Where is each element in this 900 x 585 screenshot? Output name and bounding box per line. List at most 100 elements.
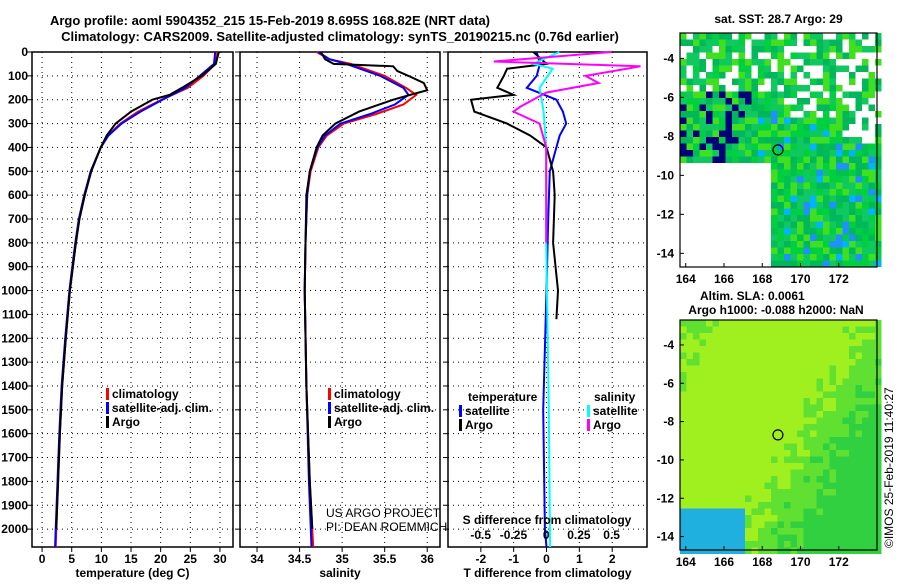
map-cell [868,247,875,254]
map-cell [784,443,791,450]
map-cell [738,111,745,118]
map-title: sat. SST: 28.7 Argo: 29 [714,12,843,26]
map-cell [875,130,882,137]
map-cell [823,365,830,372]
map-cell [725,130,732,137]
map-cell [732,91,739,98]
map-cell [823,247,830,254]
x-axis-label: T difference from climatology [463,566,631,580]
map-cell [764,391,771,398]
map-cell [836,430,843,437]
map-cell [693,346,700,353]
map-cell [855,385,862,392]
map-cell [875,202,882,209]
map-cell [816,482,823,489]
map-cell [693,72,700,79]
map-cell [810,260,817,267]
map-cell [823,195,830,202]
map-cell [842,352,849,359]
map-cell [738,137,745,144]
map-cell [868,326,875,333]
map-cell [680,124,687,131]
map-cell [758,456,765,463]
map-cell [790,143,797,150]
map-x-tick-label: 172 [829,555,849,569]
map-cell [725,39,732,46]
map-cell [855,333,862,340]
map-cell [836,182,843,189]
map-cell [680,39,687,46]
map-cell [797,124,804,131]
map-cell [777,476,784,483]
map-cell [862,143,869,150]
map-cell [829,359,836,366]
map-cell [790,456,797,463]
map-cell [816,528,823,535]
map-cell [693,130,700,137]
map-cell [764,541,771,548]
map-cell [764,450,771,457]
map-cell [738,508,745,515]
map-cell [842,195,849,202]
map-cell [745,150,752,157]
map-cell [855,241,862,248]
map-cell [771,163,778,170]
map-cell [758,111,765,118]
map-cell [777,163,784,170]
map-cell [732,320,739,327]
map-cell [777,150,784,157]
map-cell [738,156,745,163]
map-cell [699,39,706,46]
map-cell [725,339,732,346]
map-cell [693,404,700,411]
map-cell [875,59,882,66]
map-cell [680,385,687,392]
map-cell [784,333,791,340]
map-cell [797,346,804,353]
map-cell [745,78,752,85]
map-cell [829,326,836,333]
map-cell [699,78,706,85]
map-cell [829,130,836,137]
map-cell [732,515,739,522]
map-cell [836,234,843,241]
map-cell [797,339,804,346]
map-cell [790,528,797,535]
map-cell [725,430,732,437]
map-cell [784,378,791,385]
map-cell [855,260,862,267]
map-cell [725,534,732,541]
map-cell [686,528,693,535]
map-cell [706,150,713,157]
map-cell [810,130,817,137]
map-cell [732,130,739,137]
map-cell [862,46,869,53]
map-cell [784,247,791,254]
map-cell [732,359,739,366]
map-cell [706,482,713,489]
map-cell [849,339,856,346]
map-cell [797,228,804,235]
map-cell [810,508,817,515]
map-cell [738,424,745,431]
map-cell [875,352,882,359]
map-cell [732,143,739,150]
map-cell [771,385,778,392]
map-cell [706,515,713,522]
map-cell [849,163,856,170]
map-cell [758,137,765,144]
map-cell [719,385,726,392]
map-cell [784,195,791,202]
map-cell [693,398,700,405]
map-cell [738,378,745,385]
map-cell [790,195,797,202]
map-y-tick-label: -10 [657,168,675,182]
map-cell [758,404,765,411]
map-cell [803,352,810,359]
map-cell [784,91,791,98]
map-x-tick-label: 166 [714,555,734,569]
map-cell [810,521,817,528]
map-cell [816,117,823,124]
map-cell [712,534,719,541]
map-cell [699,156,706,163]
